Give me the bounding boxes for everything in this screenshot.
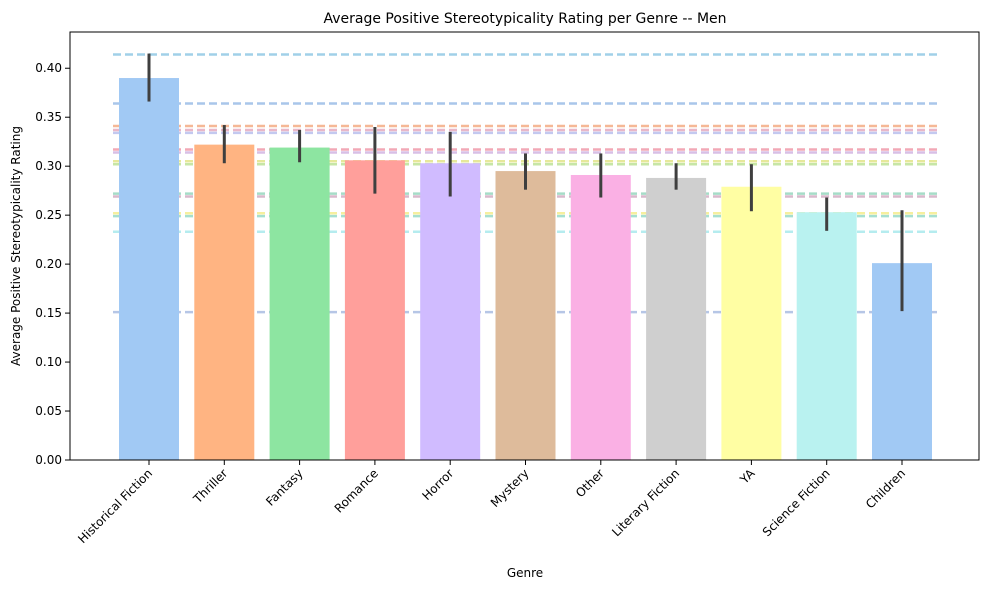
bar xyxy=(194,144,255,460)
y-axis-label: Average Positive Stereotypicality Rating xyxy=(9,126,23,366)
bar xyxy=(796,212,857,460)
x-tick-label: Mystery xyxy=(488,466,532,510)
x-tick-label: Other xyxy=(573,466,607,500)
x-tick-label: Romance xyxy=(332,466,381,515)
bar xyxy=(420,163,481,460)
y-tick-label: 0.05 xyxy=(35,404,62,418)
x-tick-label: Horror xyxy=(420,466,457,503)
bar xyxy=(495,171,556,461)
x-axis: Historical Fiction Thriller Fantasy Romance… xyxy=(75,460,908,546)
x-tick-label: Fantasy xyxy=(263,466,306,509)
x-tick-label: Thriller xyxy=(190,466,230,506)
y-axis: 0.00 0.05 0.10 0.15 0.20 0.25 0.30 0.35 0.40 xyxy=(35,61,70,467)
x-tick-label: Science Fiction xyxy=(760,466,833,539)
x-tick-label: Historical Fiction xyxy=(75,466,155,546)
bar xyxy=(721,186,782,460)
y-tick-label: 0.30 xyxy=(35,159,62,173)
bar xyxy=(269,147,330,460)
y-tick-label: 0.10 xyxy=(35,355,62,369)
error-bars xyxy=(147,53,904,312)
y-tick-label: 0.00 xyxy=(35,453,62,467)
y-tick-label: 0.15 xyxy=(35,306,62,320)
chart-title: Average Positive Stereotypicality Rating… xyxy=(323,11,726,27)
x-tick-label: Literary Fiction xyxy=(609,466,682,539)
y-tick-label: 0.20 xyxy=(35,257,62,271)
plot-frame xyxy=(69,31,980,461)
bar xyxy=(646,177,707,461)
x-tick-label: YA xyxy=(737,466,758,487)
bar xyxy=(570,174,631,460)
bars xyxy=(119,78,932,461)
x-tick-label: Children xyxy=(863,466,908,511)
bar xyxy=(119,78,179,460)
y-tick-label: 0.35 xyxy=(35,110,62,124)
bar xyxy=(344,160,405,460)
y-tick-label: 0.25 xyxy=(35,208,62,222)
x-axis-label: Genre xyxy=(507,566,543,580)
y-tick-label: 0.40 xyxy=(35,61,62,75)
